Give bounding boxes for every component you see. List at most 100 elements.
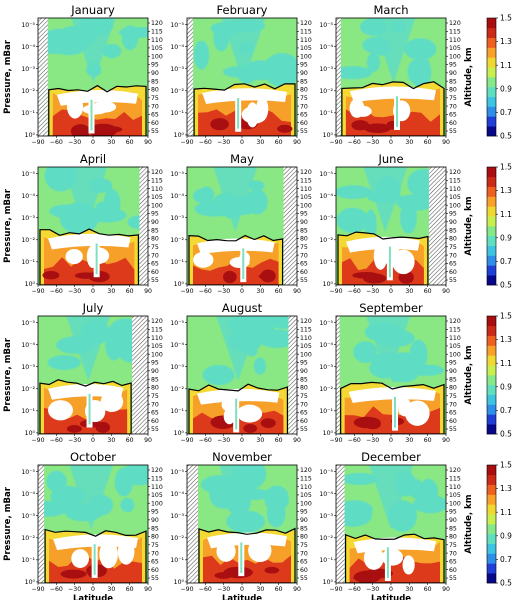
colorbar-swatch: [487, 96, 496, 107]
cyan-patch: [366, 52, 381, 73]
p-tick-label: 10⁻²: [21, 88, 35, 95]
panel-title: April: [80, 152, 106, 166]
cyan-patch: [87, 208, 127, 223]
colorbar-swatch: [487, 414, 496, 425]
alt-tick-label: 100: [300, 53, 312, 60]
x-tick-label: 60: [275, 288, 283, 295]
alt-tick-label: 75: [151, 393, 159, 400]
x-tick-label: 60: [126, 586, 134, 593]
alt-tick-label: 100: [300, 202, 312, 209]
colorbar-tick-label: 1.1: [500, 359, 512, 368]
p-tick-label: 10⁰: [25, 579, 36, 586]
p-tick-label: 10⁻²: [319, 386, 333, 393]
alt-tick-label: 70: [151, 401, 159, 408]
alt-tick-label: 60: [300, 120, 308, 127]
x-tick-label: 30: [107, 586, 115, 593]
x-tick-label: 0: [240, 437, 244, 444]
alt-tick-label: 55: [449, 426, 457, 433]
colorbar-swatch: [487, 316, 496, 327]
cyan-wedge: [363, 167, 408, 232]
x-tick-label: −30: [366, 437, 379, 444]
alt-tick-label: 60: [449, 418, 457, 425]
white-blob: [381, 548, 404, 566]
x-tick-label: 90: [293, 139, 301, 146]
p-tick-label: 10⁻²: [170, 237, 184, 244]
cyan-patch: [226, 510, 266, 533]
alt-tick-label: 100: [151, 53, 163, 60]
colorbar-tick-label: 0.7: [500, 406, 512, 415]
alt-tick-label: 65: [300, 112, 308, 119]
alt-tick-label: 90: [151, 219, 159, 226]
polar-night-hatch: [132, 316, 148, 434]
alt-tick-label: 120: [449, 318, 461, 325]
white-blob: [82, 104, 109, 115]
panel-april: April −90 −60 −30 0 30 60 90 10⁰ 10⁻¹ 10⁻² 10⁻³ 10⁻⁴…: [3, 152, 163, 295]
p-tick-label: 10⁻¹: [170, 557, 184, 564]
alt-tick-label: 115: [300, 177, 312, 184]
p-tick-label: 10⁻⁴: [21, 491, 35, 498]
panel-title: July: [82, 301, 104, 315]
white-regions: [56, 89, 138, 134]
x-tick-label: 90: [144, 586, 152, 593]
p-tick-label: 10⁻³: [170, 513, 184, 520]
cyan-patch: [336, 503, 373, 527]
x-tick-label: 90: [442, 437, 450, 444]
colorbar-swatch: [487, 563, 496, 574]
colorbar-tick-label: 0.9: [500, 382, 512, 391]
dark-red-core: [264, 566, 280, 574]
alt-tick-label: 105: [449, 343, 461, 350]
upper-bands: [336, 18, 437, 90]
polar-night-hatch: [336, 316, 340, 434]
alt-tick-label: 120: [151, 318, 163, 325]
x-tick-label: −90: [329, 139, 342, 146]
white-blob: [373, 242, 388, 270]
white-blob: [396, 397, 411, 410]
colorbar-frame: [486, 464, 497, 584]
colorbar-swatch: [487, 67, 496, 78]
warm-region: [188, 234, 284, 285]
alt-tick-label: 90: [300, 517, 308, 524]
boundary-contour: [193, 83, 296, 136]
alt-tick-label: 55: [151, 575, 159, 582]
p-tick-label: 10⁻⁵: [170, 22, 184, 29]
colorbar-swatch: [487, 474, 496, 485]
p-tick-label: 10⁻³: [170, 215, 184, 222]
alt-tick-label: 65: [300, 410, 308, 417]
colorbar-swatch: [487, 255, 496, 266]
colorbar-tick-label: 0.7: [500, 555, 512, 564]
alt-tick-label: 70: [449, 252, 457, 259]
cyan-patch: [105, 328, 123, 361]
panel-title: February: [217, 3, 268, 17]
x-tick-label: −60: [50, 139, 63, 146]
alt-tick-label: 120: [449, 169, 461, 176]
alt-tick-label: 80: [449, 236, 457, 243]
p-tick-label: 10⁻⁵: [21, 469, 35, 476]
p-tick-label: 10⁻¹: [319, 557, 333, 564]
x-tick-label: 90: [144, 139, 152, 146]
alt-tick-label: 90: [300, 219, 308, 226]
cyan-patch: [247, 180, 265, 191]
alt-tick-label: 65: [151, 261, 159, 268]
x-tick-label: 30: [256, 139, 264, 146]
cyan-column: [396, 96, 399, 127]
alt-tick-label: 110: [300, 37, 312, 44]
x-tick-label: 90: [293, 288, 301, 295]
alt-tick-label: 100: [300, 500, 312, 507]
polar-night-hatch: [336, 465, 345, 583]
alt-tick-label: 100: [449, 500, 461, 507]
x-tick-label: −90: [31, 288, 44, 295]
alt-tick-label: 110: [449, 484, 461, 491]
alt-tick-label: 80: [449, 87, 457, 94]
x-tick-label: −30: [68, 586, 81, 593]
cyan-patch: [253, 357, 266, 375]
polar-night-hatch: [38, 18, 48, 136]
upper-bands: [38, 465, 148, 530]
x-tick-label: 0: [389, 139, 393, 146]
alt-tick-label: 120: [151, 169, 163, 176]
alt-tick-label: 55: [449, 575, 457, 582]
cyan-patch: [406, 478, 423, 494]
x-tick-label: 60: [126, 437, 134, 444]
panel-title: September: [359, 301, 423, 315]
x-tick-label: −30: [68, 139, 81, 146]
polar-night-hatch: [288, 316, 297, 434]
